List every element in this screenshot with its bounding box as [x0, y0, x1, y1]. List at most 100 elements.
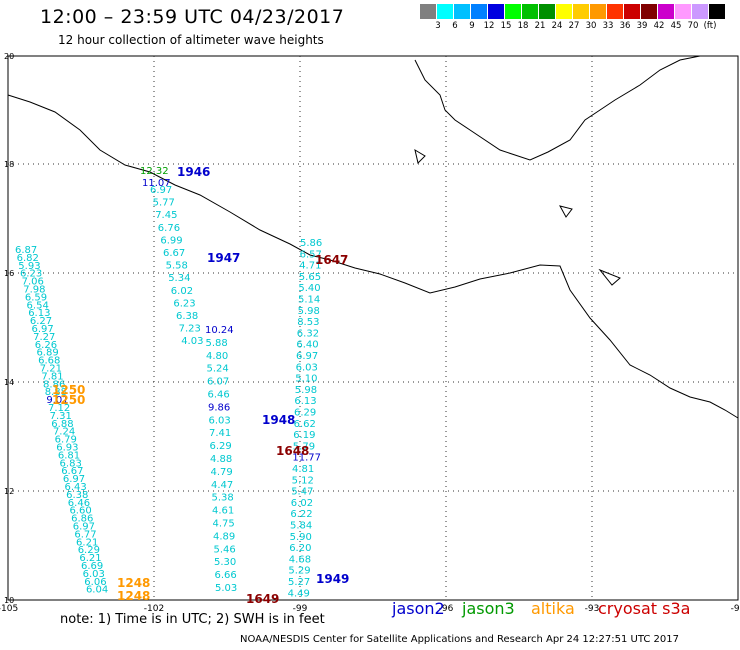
wave-height-label: 6.21 [79, 553, 101, 564]
x-tick-label: -90 [731, 604, 740, 614]
y-tick-label: 10 [4, 596, 14, 605]
y-tick-label: 16 [4, 269, 14, 278]
wave-height-label: 5.03 [215, 583, 237, 594]
wave-height-label: 7.23 [179, 324, 201, 335]
wave-height-label: 4.81 [292, 464, 314, 475]
wave-height-label: 5.46 [214, 544, 236, 555]
wave-height-label: 6.97 [73, 522, 95, 533]
wave-height-label: 6.81 [58, 450, 80, 461]
scale-label: 42 [653, 21, 665, 31]
wave-height-label: 7.45 [155, 210, 177, 221]
pass-time-label: 1947 [207, 251, 240, 265]
wave-height-label: 6.03 [296, 362, 318, 373]
wave-height-label: 5.98 [295, 385, 317, 396]
wave-height-label: 8.86 [43, 379, 65, 390]
scale-label: 15 [500, 21, 512, 31]
map-frame [7, 55, 739, 601]
wave-height-label: 7.31 [50, 411, 72, 422]
wave-height-label: 11.77 [292, 453, 321, 464]
wave-height-label: 6.03 [209, 415, 231, 426]
scale-swatch [590, 4, 606, 19]
wave-height-label: 5.27 [288, 577, 310, 588]
note-text: note: 1) Time is in UTC; 2) SWH is in fe… [60, 612, 325, 627]
scale-label: 3 [435, 21, 441, 31]
wave-height-label: 6.13 [28, 308, 50, 319]
wave-height-label: 5.40 [298, 283, 320, 294]
wave-height-label: 5.29 [288, 566, 310, 577]
wave-height-label: 5.79 [293, 441, 315, 452]
scale-swatch [488, 4, 504, 19]
wave-height-label: 6.29 [210, 441, 232, 452]
wave-height-label: 6.03 [83, 569, 105, 580]
wave-height-label: 6.62 [294, 419, 316, 430]
wave-height-label: 6.99 [160, 235, 182, 246]
wave-height-label: 6.69 [81, 561, 103, 572]
wave-height-label: 5.58 [166, 261, 188, 272]
wave-height-label: 6.86 [71, 514, 93, 525]
wave-height-label: 6.38 [176, 311, 198, 322]
wave-height-label: 6.29 [78, 545, 100, 556]
scale-swatch [624, 4, 640, 19]
scale-label: 9 [469, 21, 475, 31]
wave-height-label: 5.24 [207, 364, 229, 375]
x-tick-label: -93 [585, 604, 600, 614]
wave-height-label: 7.98 [23, 285, 45, 296]
scale-swatch [556, 4, 572, 19]
scale-swatch [675, 4, 691, 19]
wave-height-label: 7.21 [40, 364, 62, 375]
wave-height-label: 5.86 [300, 238, 322, 249]
pass-time-label: 1949 [316, 572, 349, 586]
wave-height-label: 10.24 [205, 325, 234, 336]
wave-height-label: 4.89 [213, 531, 235, 542]
wave-height-label: 5.65 [299, 272, 321, 283]
wave-height-label: 4.68 [289, 554, 311, 565]
wave-height-label: 6.89 [36, 348, 58, 359]
x-tick-label: -102 [144, 604, 164, 614]
island [414, 148, 426, 164]
wave-height-label: 4.71 [299, 261, 321, 272]
wave-height-label: 6.40 [296, 340, 318, 351]
scale-label: 27 [568, 21, 580, 31]
map-border [7, 55, 739, 601]
wave-height-label: 5.88 [206, 338, 228, 349]
wave-height-label: 4.47 [211, 480, 233, 491]
wave-height-label: 6.97 [32, 324, 54, 335]
wave-height-label: 7.24 [53, 427, 75, 438]
wave-height-label: 5.38 [212, 493, 234, 504]
x-tick-label: -99 [293, 604, 308, 614]
wave-height-label: 9.86 [208, 402, 230, 413]
wave-height-label: 6.29 [294, 408, 316, 419]
wave-height-label: 6.20 [289, 543, 311, 554]
wave-height-label: 5.98 [298, 306, 320, 317]
wave-height-label: 6.97 [296, 351, 318, 362]
scale-label: 6 [452, 21, 458, 31]
legend-cryosat: cryosat s3a [598, 599, 691, 618]
wave-height-label: 4.49 [288, 588, 310, 599]
scale-swatch [505, 4, 521, 19]
footer-text: NOAA/NESDIS Center for Satellite Applica… [240, 634, 679, 645]
wave-height-label: 6.77 [74, 529, 96, 540]
scale-swatch [420, 4, 436, 19]
wave-height-label: 8.53 [297, 317, 319, 328]
wave-height-label: 6.67 [61, 466, 83, 477]
island [598, 268, 621, 286]
tick-labels: -105 -102 -99 -96 -93 -90 10 12 14 16 18 20 [0, 52, 740, 614]
gulf-coastline [414, 55, 701, 161]
wave-height-label: 6.02 [171, 286, 193, 297]
y-tick-label: 12 [4, 487, 14, 496]
wave-height-label: 6.97 [150, 185, 172, 196]
wave-height-label: 6.26 [35, 340, 57, 351]
wave-height-label: 7.27 [33, 332, 55, 343]
pass-time-label: 1250 [52, 393, 85, 407]
wave-height-label: 7.12 [48, 403, 70, 414]
wave-height-label: 6.06 [84, 577, 106, 588]
scale-swatch [539, 4, 555, 19]
wave-height-label: 6.97 [63, 474, 85, 485]
scale-swatch [607, 4, 623, 19]
altimeter-tracks: 6.975.777.456.766.996.675.585.346.026.23… [15, 166, 322, 599]
wave-height-label: 6.13 [294, 396, 316, 407]
wave-height-label: 5.34 [168, 273, 190, 284]
scale-label: 36 [619, 21, 631, 31]
wave-height-label: 6.46 [208, 390, 230, 401]
